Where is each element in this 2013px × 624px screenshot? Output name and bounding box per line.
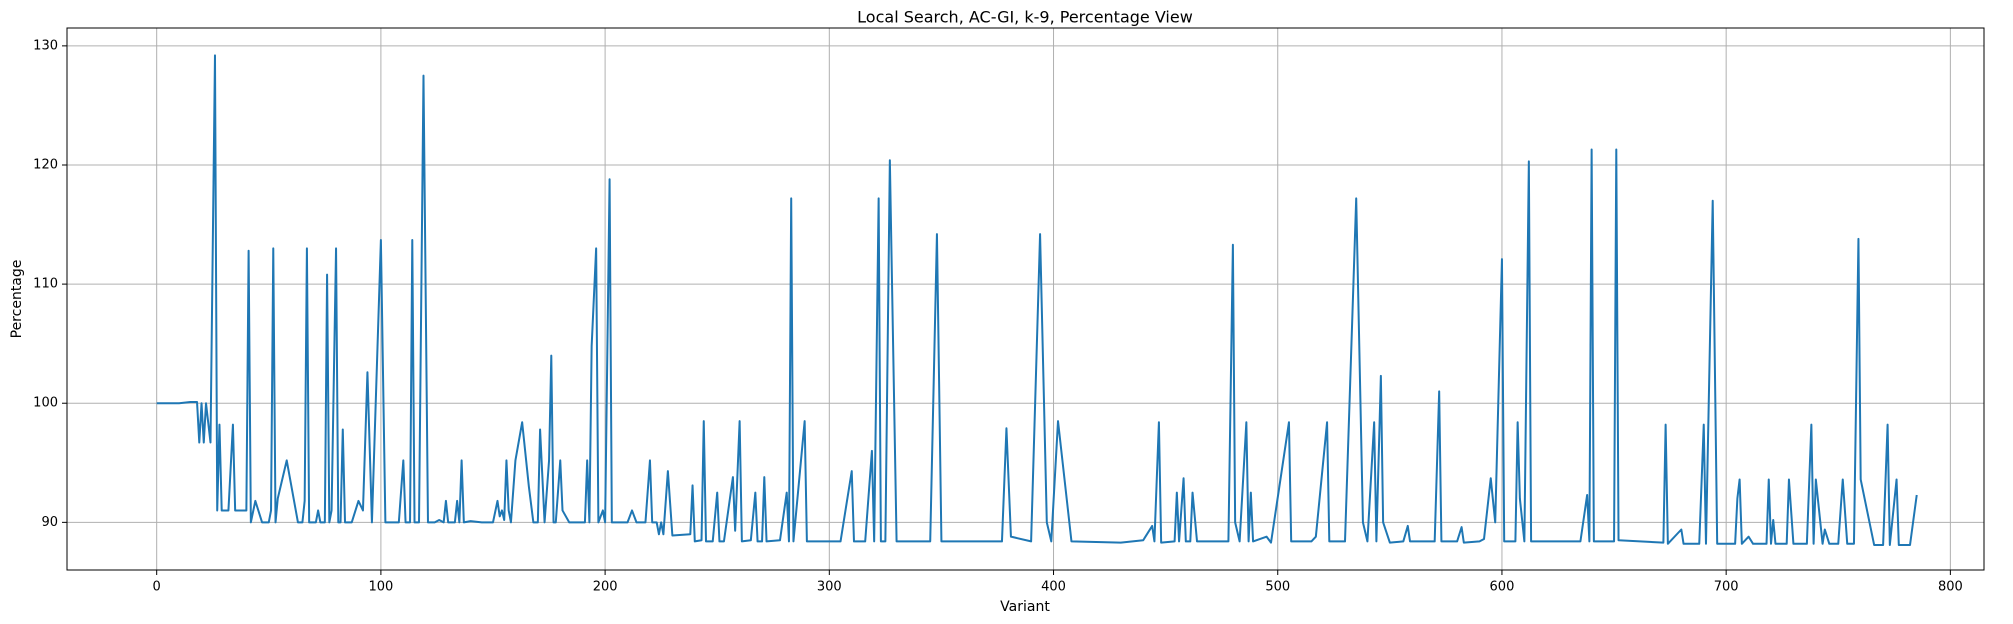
y-tick-label: 120 [33, 157, 58, 172]
x-tick-label: 200 [593, 580, 618, 595]
chart-title: Local Search, AC-GI, k-9, Percentage Vie… [857, 8, 1193, 27]
x-axis-label: Variant [1000, 599, 1050, 615]
line-series [156, 54, 1918, 546]
x-tick-label: 0 [153, 580, 161, 595]
x-tick-label: 300 [817, 580, 842, 595]
x-tick-label: 700 [1714, 580, 1739, 595]
y-tick-label: 130 [33, 38, 58, 53]
x-tick-label: 800 [1938, 580, 1963, 595]
y-tick-label: 110 [33, 277, 58, 292]
x-tick-label: 100 [368, 580, 393, 595]
x-tick-label: 400 [1041, 580, 1066, 595]
x-tick-label: 500 [1265, 580, 1290, 595]
y-tick-label: 90 [41, 515, 58, 530]
x-tick-label: 600 [1490, 580, 1515, 595]
plot-frame [66, 27, 1985, 571]
y-tick-label: 100 [33, 396, 58, 411]
y-axis-label: Percentage [9, 260, 25, 339]
